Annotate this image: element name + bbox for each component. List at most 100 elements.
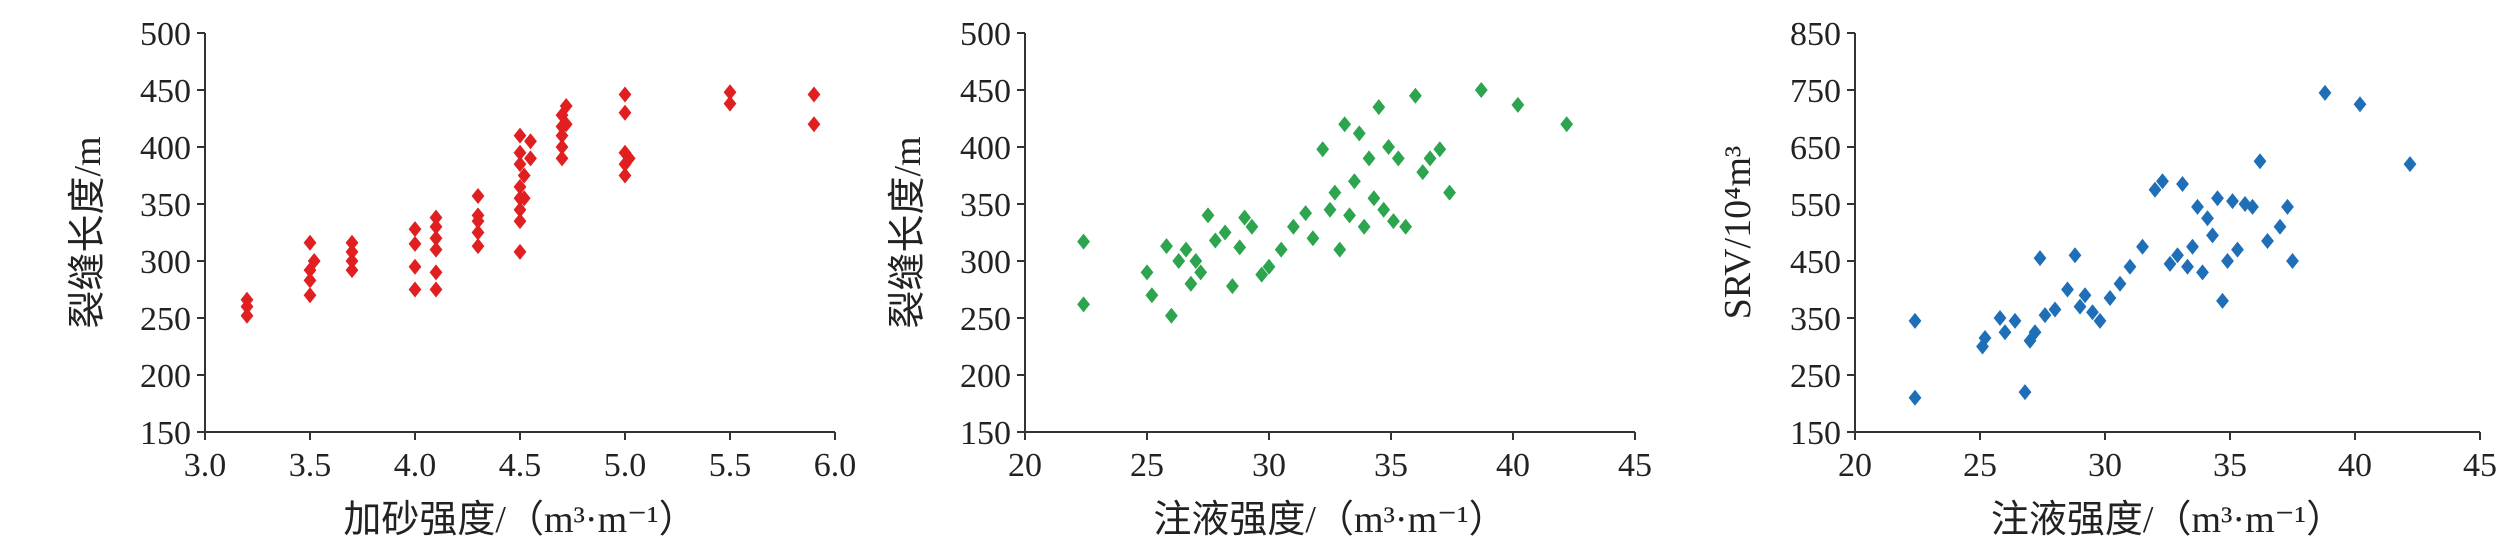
- data-point: [2073, 298, 2087, 315]
- y-tick-label: 350: [1790, 301, 1841, 338]
- data-point: [471, 207, 485, 224]
- data-point: [1399, 218, 1413, 235]
- data-point: [240, 307, 254, 324]
- data-point: [2318, 84, 2332, 101]
- data-point: [524, 133, 537, 150]
- y-tick-label: 300: [140, 244, 191, 281]
- data-point: [345, 234, 359, 251]
- data-point: [303, 272, 317, 289]
- data-point: [408, 281, 422, 298]
- data-point: [1367, 190, 1381, 207]
- data-point: [408, 258, 422, 275]
- data-point: [1391, 150, 1405, 167]
- data-point: [2186, 238, 2199, 255]
- data-point: [517, 190, 531, 207]
- y-tick-label: 350: [960, 187, 1011, 224]
- y-tick-label: 200: [960, 358, 1011, 395]
- data-point: [1993, 310, 2007, 326]
- data-point: [1233, 239, 1247, 256]
- x-tick-label: 3.5: [289, 447, 332, 484]
- data-point: [303, 287, 317, 304]
- data-point: [1443, 184, 1456, 201]
- y-axis-label: 裂缝长度/m: [67, 136, 109, 328]
- data-point: [408, 221, 422, 238]
- data-point: [555, 139, 569, 155]
- data-point: [1306, 230, 1320, 247]
- data-point: [1433, 141, 1447, 158]
- y-tick-label: 450: [1790, 244, 1841, 281]
- data-point: [2273, 218, 2287, 235]
- data-point: [1474, 82, 1488, 98]
- x-tick-label: 30: [2088, 447, 2122, 484]
- data-point: [2103, 290, 2117, 307]
- data-point: [1172, 253, 1186, 269]
- data-point: [240, 291, 254, 308]
- y-tick-label: 650: [1790, 130, 1841, 167]
- data-point: [303, 234, 317, 251]
- data-point: [2196, 264, 2209, 281]
- data-point: [807, 116, 821, 133]
- chart-panel-3: 20 25 30 35 40 45 150 250 350 450 550 650 750 850 注液强度…: [1717, 16, 2497, 541]
- data-point: [1194, 264, 1208, 281]
- x-tick-label: 5.5: [709, 447, 752, 484]
- y-tick-label: 400: [960, 130, 1011, 167]
- data-point: [2246, 198, 2259, 215]
- data-point: [1165, 307, 1178, 324]
- x-tick-label: 4.5: [499, 447, 542, 484]
- data-point: [1998, 324, 2012, 341]
- data-point: [1352, 125, 1366, 142]
- y-tick-label: 200: [140, 358, 191, 395]
- data-point: [429, 218, 443, 235]
- y-tick-label: 250: [960, 301, 1011, 338]
- data-point: [2148, 181, 2162, 198]
- data-point: [2403, 156, 2417, 173]
- y-tick-label: 300: [960, 244, 1011, 281]
- y-tick-label: 450: [960, 73, 1011, 110]
- data-point: [2176, 176, 2189, 193]
- data-point: [1077, 296, 1090, 313]
- data-point: [2008, 312, 2022, 329]
- y-axis-label: 裂缝长度/m: [887, 136, 929, 328]
- data-point: [723, 84, 737, 101]
- data-point: [2086, 304, 2099, 321]
- data-point: [307, 253, 321, 269]
- data-point: [2281, 198, 2294, 215]
- y-axis-label: SRV/10⁴m³: [1717, 146, 1759, 320]
- data-point: [618, 86, 632, 103]
- x-tick-label: 4.0: [394, 447, 437, 484]
- data-point: [1299, 205, 1312, 222]
- data-point: [513, 243, 527, 260]
- data-point: [517, 167, 531, 184]
- y-tick-label: 450: [140, 73, 191, 110]
- y-tick-label: 400: [140, 130, 191, 167]
- data-point: [807, 86, 821, 103]
- y-tick-label: 500: [140, 16, 191, 53]
- data-point: [513, 201, 527, 218]
- data-point: [1255, 266, 1269, 283]
- data-point: [2253, 153, 2267, 170]
- data-point: [2048, 301, 2062, 318]
- data-point: [2181, 258, 2194, 275]
- data-point: [2018, 384, 2032, 401]
- data-point: [2163, 255, 2177, 272]
- x-tick-label: 20: [1008, 447, 1042, 484]
- data-point: [1423, 150, 1437, 167]
- data-point: [559, 97, 573, 114]
- data-point: [1348, 173, 1361, 190]
- y-tick-label: 850: [1790, 16, 1841, 53]
- data-point: [1262, 258, 1276, 275]
- data-point: [1145, 287, 1159, 304]
- x-tick-label: 45: [2463, 447, 2497, 484]
- data-point: [1908, 312, 1922, 329]
- data-point: [2028, 324, 2042, 341]
- data-point: [513, 178, 527, 195]
- data-point: [2061, 281, 2074, 298]
- data-point: [2211, 190, 2224, 207]
- data-point: [1179, 241, 1193, 258]
- data-point: [723, 95, 737, 112]
- data-point: [345, 262, 359, 279]
- y-tick-label: 350: [140, 187, 191, 224]
- data-point: [303, 262, 317, 279]
- data-point: [1218, 224, 1232, 241]
- data-point: [1560, 116, 1574, 133]
